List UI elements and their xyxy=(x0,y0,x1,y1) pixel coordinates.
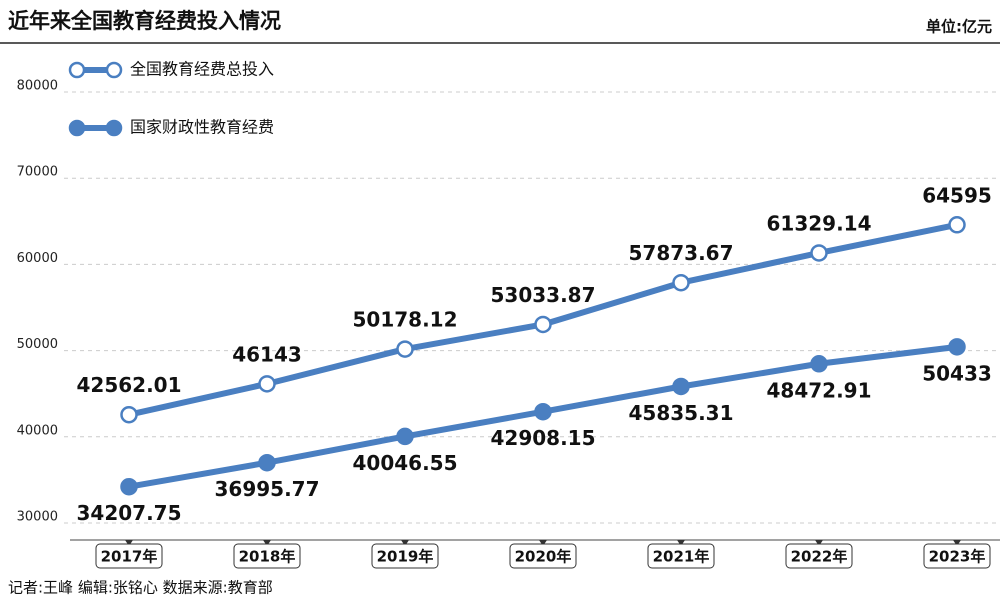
category-box xyxy=(509,543,577,569)
x-tick-label: 2018年 xyxy=(239,548,296,566)
chart-title: 近年来全国教育经费投入情况 xyxy=(8,9,281,33)
unit-label: 单位:亿元 xyxy=(926,18,992,36)
data-label: 57873.67 xyxy=(628,241,733,265)
data-label: 42562.01 xyxy=(76,373,181,397)
legend-label: 全国教育经费总投入 xyxy=(130,60,274,79)
x-tick-label: 2023年 xyxy=(929,548,986,566)
x-tick-label: 2022年 xyxy=(791,548,848,566)
y-tick-label: 40000 xyxy=(17,423,58,438)
point xyxy=(534,315,552,334)
data-label: 48472.91 xyxy=(766,378,871,402)
point xyxy=(672,273,690,292)
point xyxy=(948,216,966,234)
x-tick-label: 2017年 xyxy=(101,548,158,566)
point xyxy=(258,375,276,393)
y-tick-label: 30000 xyxy=(17,510,58,525)
category-box xyxy=(647,543,715,569)
y-tick-label: 60000 xyxy=(17,251,58,266)
x-tick xyxy=(263,540,271,546)
data-label: 45835.31 xyxy=(628,401,733,425)
point xyxy=(396,427,414,446)
legend-marker xyxy=(68,119,86,137)
point xyxy=(120,405,138,424)
category-box xyxy=(923,543,991,569)
x-tick xyxy=(815,540,823,546)
data-label: 42908.15 xyxy=(490,426,595,450)
data-label: 36995.77 xyxy=(214,477,319,501)
x-tick xyxy=(125,540,133,546)
point xyxy=(810,244,828,262)
x-tick xyxy=(539,540,547,546)
category-box xyxy=(371,543,439,569)
point xyxy=(534,402,552,421)
data-label: 61329.14 xyxy=(766,211,871,235)
category-box xyxy=(95,543,163,569)
point xyxy=(948,338,966,356)
x-tick xyxy=(677,540,685,546)
x-tick xyxy=(401,540,409,546)
point xyxy=(672,377,690,396)
point xyxy=(258,453,276,472)
legend-marker xyxy=(68,61,86,79)
data-label: 64595 xyxy=(922,183,992,207)
x-tick xyxy=(953,540,961,546)
data-label: 53033.87 xyxy=(490,283,595,307)
data-label: 34207.75 xyxy=(76,501,181,525)
y-tick-label: 70000 xyxy=(17,165,58,180)
x-tick-label: 2019年 xyxy=(377,548,434,566)
point xyxy=(396,340,414,358)
legend-label: 国家财政性教育经费 xyxy=(130,118,274,137)
data-label: 50178.12 xyxy=(352,308,457,332)
x-tick-label: 2020年 xyxy=(515,548,572,566)
legend-marker xyxy=(105,119,123,137)
category-box xyxy=(233,543,301,569)
x-tick-label: 2021年 xyxy=(653,548,710,566)
data-label: 50433 xyxy=(922,361,992,385)
data-label: 40046.55 xyxy=(352,451,457,475)
y-tick-label: 50000 xyxy=(17,337,58,352)
point xyxy=(810,355,828,373)
legend-marker xyxy=(105,61,123,79)
category-box xyxy=(785,543,853,569)
data-label: 46143 xyxy=(232,342,302,366)
point xyxy=(120,477,138,496)
source-note: 记者:王峰 编辑:张铭心 数据来源:教育部 xyxy=(8,579,273,597)
y-tick-label: 80000 xyxy=(17,79,58,94)
